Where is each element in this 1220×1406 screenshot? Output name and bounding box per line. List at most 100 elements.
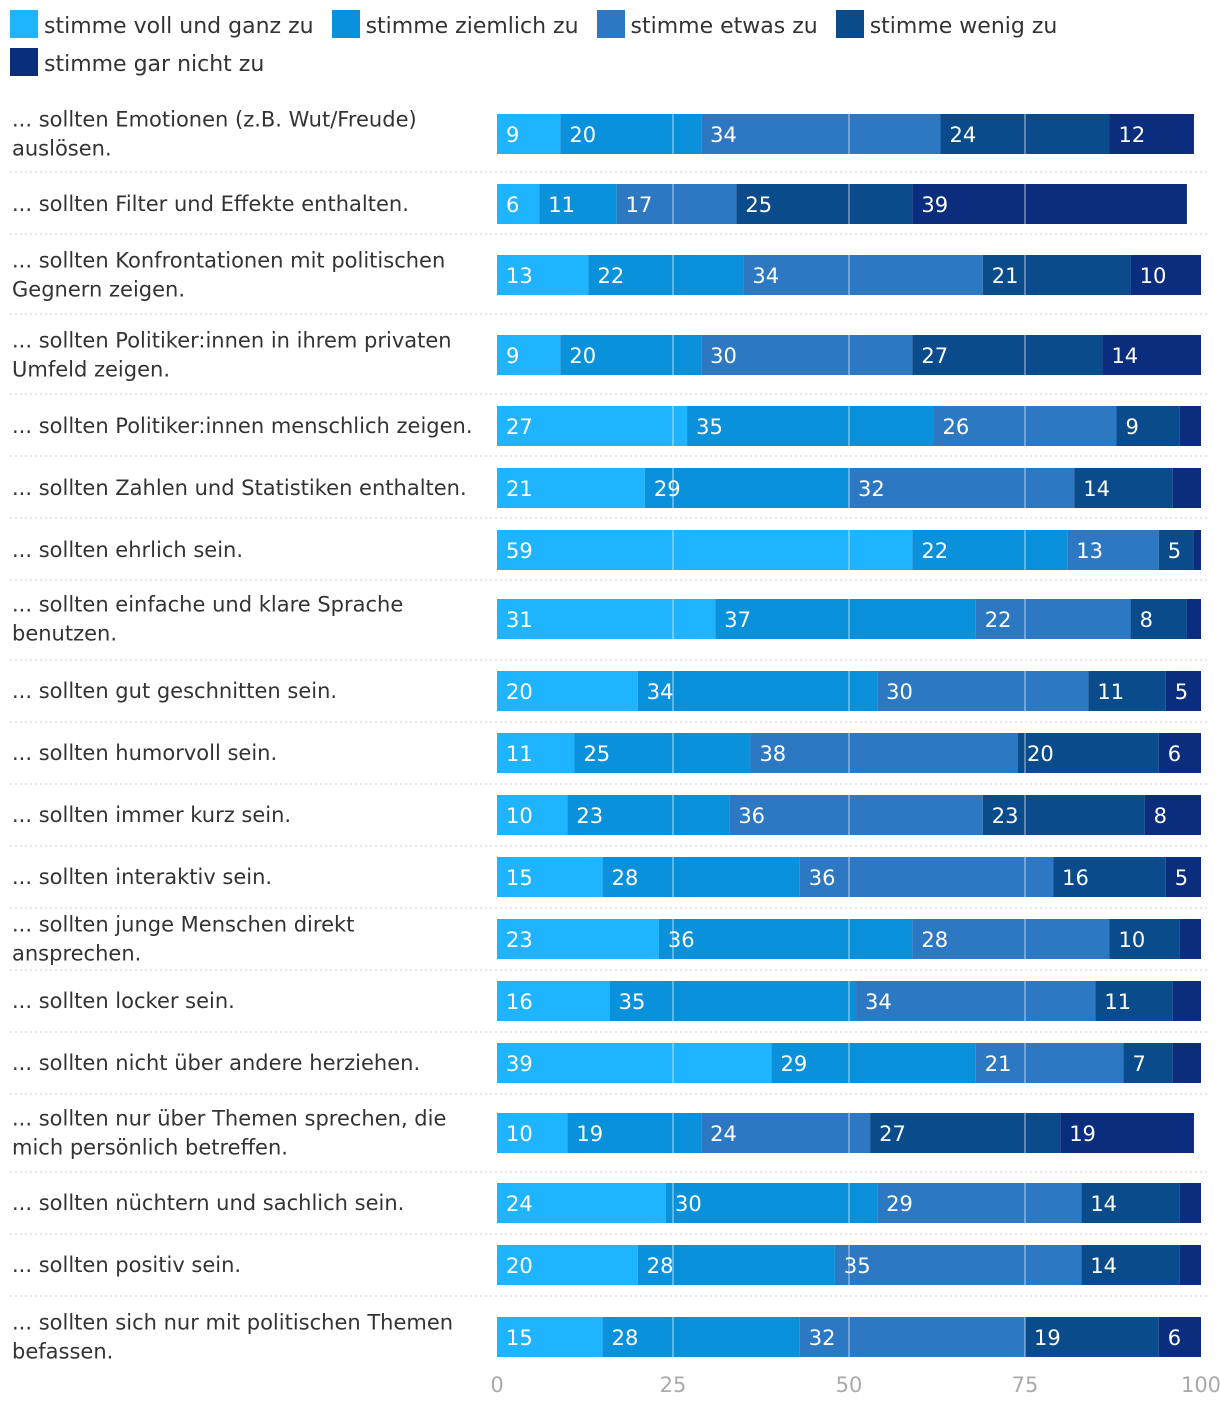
bar-segment[interactable] bbox=[644, 468, 849, 508]
bar-segment[interactable] bbox=[849, 468, 1075, 508]
legend-item[interactable]: stimme ziemlich zu bbox=[331, 8, 579, 46]
bar-segment[interactable] bbox=[799, 1317, 1025, 1357]
bar-segment[interactable] bbox=[701, 1113, 871, 1153]
bar-segment[interactable] bbox=[877, 671, 1089, 711]
bar-segment[interactable] bbox=[736, 184, 913, 224]
bar-segment[interactable] bbox=[1081, 1183, 1180, 1223]
legend-item[interactable]: stimme gar nicht zu bbox=[10, 46, 264, 84]
bar-segment[interactable] bbox=[609, 981, 857, 1021]
bar-segment[interactable] bbox=[729, 795, 983, 835]
bar-segment[interactable] bbox=[975, 1043, 1124, 1083]
bar-segment[interactable] bbox=[715, 599, 976, 639]
bar-segment[interactable] bbox=[539, 184, 617, 224]
bar-segment[interactable] bbox=[1144, 795, 1201, 835]
bar-segment[interactable] bbox=[602, 857, 800, 897]
bar-segment[interactable] bbox=[687, 406, 934, 446]
bar-segment[interactable] bbox=[856, 981, 1096, 1021]
bar-segment[interactable] bbox=[1067, 530, 1159, 570]
bar-segment[interactable] bbox=[1017, 733, 1159, 773]
bar-segment[interactable] bbox=[616, 184, 737, 224]
bar-segment[interactable] bbox=[1053, 857, 1166, 897]
bar-segment[interactable] bbox=[567, 1113, 702, 1153]
bar-segment[interactable] bbox=[497, 981, 610, 1021]
bar-segment[interactable] bbox=[912, 530, 1068, 570]
bar-segment[interactable] bbox=[1158, 530, 1194, 570]
bar-segment[interactable] bbox=[933, 406, 1117, 446]
bar-segment[interactable] bbox=[588, 255, 744, 295]
bar-segment[interactable] bbox=[1179, 1245, 1201, 1285]
bar-segment[interactable] bbox=[1130, 599, 1187, 639]
bar-segment[interactable] bbox=[743, 255, 983, 295]
legend-item[interactable]: stimme wenig zu bbox=[835, 8, 1057, 46]
bar-segment[interactable] bbox=[1179, 919, 1201, 959]
bar-segment[interactable] bbox=[497, 1317, 603, 1357]
bar-segment[interactable] bbox=[497, 406, 688, 446]
bar-segment[interactable] bbox=[982, 255, 1131, 295]
bar-segment[interactable] bbox=[1109, 114, 1194, 154]
bar-segment[interactable] bbox=[560, 335, 702, 375]
bar-segment[interactable] bbox=[567, 795, 730, 835]
bar-segment[interactable] bbox=[912, 335, 1103, 375]
bar-segment[interactable] bbox=[560, 114, 702, 154]
bar-segment[interactable] bbox=[912, 919, 1110, 959]
bar-segment[interactable] bbox=[602, 1317, 800, 1357]
bar-segment[interactable] bbox=[1179, 406, 1201, 446]
bar-segment[interactable] bbox=[637, 671, 878, 711]
bar-segment[interactable] bbox=[1095, 981, 1173, 1021]
bar-segment[interactable] bbox=[1165, 671, 1201, 711]
bar-segment[interactable] bbox=[1179, 1183, 1201, 1223]
bar-segment[interactable] bbox=[877, 1183, 1082, 1223]
bar-segment[interactable] bbox=[497, 795, 568, 835]
bar-segment[interactable] bbox=[497, 530, 913, 570]
bar-segment[interactable] bbox=[658, 919, 913, 959]
bar-segment[interactable] bbox=[771, 1043, 976, 1083]
bar-segment[interactable] bbox=[574, 733, 751, 773]
bar-segment[interactable] bbox=[701, 114, 941, 154]
bar-segment[interactable] bbox=[497, 919, 659, 959]
bar-segment[interactable] bbox=[1088, 671, 1166, 711]
bar-segment[interactable] bbox=[497, 671, 638, 711]
bar-segment[interactable] bbox=[1116, 406, 1180, 446]
bar-segment[interactable] bbox=[497, 335, 561, 375]
bar-segment[interactable] bbox=[1158, 733, 1201, 773]
bar-segment[interactable] bbox=[1130, 255, 1201, 295]
bar-segment[interactable] bbox=[1025, 1317, 1159, 1357]
bar-segment[interactable] bbox=[1081, 1245, 1180, 1285]
bar-segment[interactable] bbox=[975, 599, 1131, 639]
bar-segment[interactable] bbox=[1074, 468, 1173, 508]
bar-segment[interactable] bbox=[1186, 599, 1201, 639]
bar-segment[interactable] bbox=[940, 114, 1110, 154]
bar-segment[interactable] bbox=[665, 1183, 878, 1223]
bar-segment[interactable] bbox=[497, 857, 603, 897]
bar-segment[interactable] bbox=[497, 114, 561, 154]
bar-segment[interactable] bbox=[982, 795, 1145, 835]
bar-segment[interactable] bbox=[497, 1043, 772, 1083]
bar-segment[interactable] bbox=[497, 1183, 666, 1223]
bar-segment[interactable] bbox=[1172, 468, 1201, 508]
bar-segment[interactable] bbox=[497, 468, 645, 508]
bar-segment[interactable] bbox=[834, 1245, 1082, 1285]
bar-segment[interactable] bbox=[1165, 857, 1201, 897]
bar-segment[interactable] bbox=[1158, 1317, 1201, 1357]
legend-item[interactable]: stimme etwas zu bbox=[596, 8, 818, 46]
bar-segment[interactable] bbox=[1193, 530, 1201, 570]
bar-segment[interactable] bbox=[1172, 981, 1201, 1021]
bar-segment[interactable] bbox=[1060, 1113, 1194, 1153]
bar-segment[interactable] bbox=[497, 599, 716, 639]
bar-segment[interactable] bbox=[497, 184, 540, 224]
bar-segment[interactable] bbox=[750, 733, 1018, 773]
bar-segment[interactable] bbox=[497, 255, 589, 295]
bar-segment[interactable] bbox=[497, 1113, 568, 1153]
bar-segment[interactable] bbox=[1102, 335, 1201, 375]
bar-segment[interactable] bbox=[1109, 919, 1180, 959]
bar-segment[interactable] bbox=[1123, 1043, 1173, 1083]
bar-segment[interactable] bbox=[799, 857, 1054, 897]
legend-item[interactable]: stimme voll und ganz zu bbox=[10, 8, 314, 46]
bar-segment[interactable] bbox=[497, 1245, 638, 1285]
bar-segment[interactable] bbox=[701, 335, 913, 375]
bar-segment[interactable] bbox=[637, 1245, 835, 1285]
bar-segment[interactable] bbox=[912, 184, 1187, 224]
bar-segment[interactable] bbox=[870, 1113, 1061, 1153]
bar-segment[interactable] bbox=[497, 733, 575, 773]
bar-segment[interactable] bbox=[1172, 1043, 1201, 1083]
